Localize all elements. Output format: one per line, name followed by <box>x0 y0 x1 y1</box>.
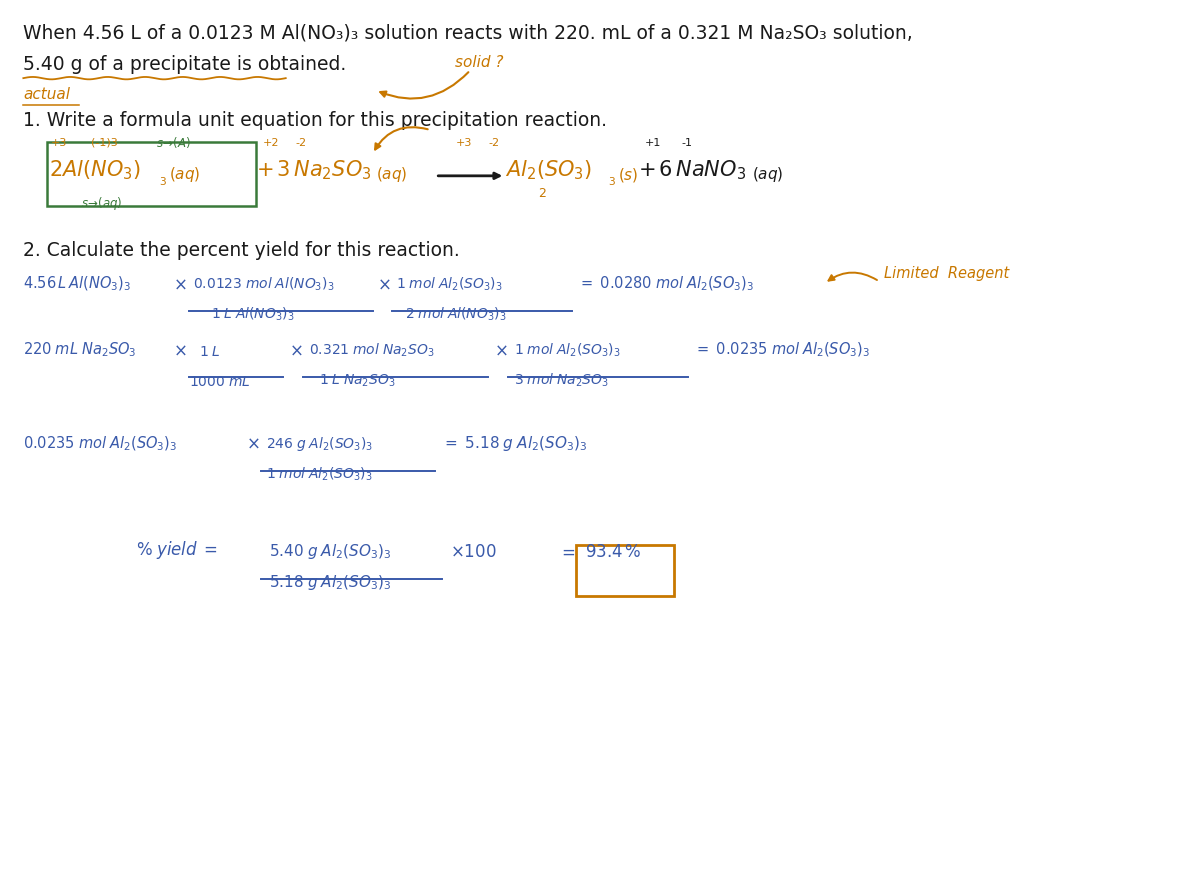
Text: $\mathit{1\;L\;Na_2SO_3}$: $\mathit{1\;L\;Na_2SO_3}$ <box>319 373 395 389</box>
Text: Limited  Reagent: Limited Reagent <box>884 267 1009 281</box>
Text: -2: -2 <box>295 138 307 148</box>
Text: 2: 2 <box>538 186 546 199</box>
Text: $\mathit{(aq)}$: $\mathit{(aq)}$ <box>376 165 407 184</box>
Text: $=\;5.18\;g\;Al_2(SO_3)_3$: $=\;5.18\;g\;Al_2(SO_3)_3$ <box>443 434 588 453</box>
Text: $\times$: $\times$ <box>494 341 508 359</box>
Text: +2: +2 <box>263 138 280 148</box>
Text: $\times 100$: $\times 100$ <box>450 543 497 561</box>
Text: $\times$: $\times$ <box>289 341 302 359</box>
Text: $+\,6\,\mathit{NaNO_3}$: $+\,6\,\mathit{NaNO_3}$ <box>638 159 746 182</box>
Text: $\mathit{5.18\;g\;Al_2(SO_3)_3}$: $\mathit{5.18\;g\;Al_2(SO_3)_3}$ <box>269 573 391 592</box>
Text: $\mathit{(aq)}$: $\mathit{(aq)}$ <box>169 165 200 184</box>
Text: (-1)3: (-1)3 <box>91 138 118 148</box>
Text: actual: actual <box>23 87 71 102</box>
Text: -1: -1 <box>682 138 692 148</box>
Text: $=$: $=$ <box>558 543 576 561</box>
Text: $\mathit{0.321\;mol\;Na_2SO_3}$: $\mathit{0.321\;mol\;Na_2SO_3}$ <box>308 341 434 359</box>
Text: $\mathit{2\;mol\;Al(NO_3)_3}$: $\mathit{2\;mol\;Al(NO_3)_3}$ <box>406 306 508 323</box>
Text: $=\;0.0280\;mol\;Al_2(SO_3)_3$: $=\;0.0280\;mol\;Al_2(SO_3)_3$ <box>578 275 755 294</box>
Text: $\mathit{220\;mL\;Na_2SO_3}$: $\mathit{220\;mL\;Na_2SO_3}$ <box>23 341 137 359</box>
Text: $\mathit{1000\;mL}$: $\mathit{1000\;mL}$ <box>188 375 251 389</box>
Text: $\mathit{1\;L}$: $\mathit{1\;L}$ <box>199 345 221 359</box>
Text: $\mathit{246\;g\;Al_2(SO_3)_3}$: $\mathit{246\;g\;Al_2(SO_3)_3}$ <box>265 435 373 453</box>
Text: +1: +1 <box>644 138 661 148</box>
Text: $_3$: $_3$ <box>160 172 167 188</box>
Text: $\mathit{\%\;yield\;=}$: $\mathit{\%\;yield\;=}$ <box>136 538 218 561</box>
Text: +3: +3 <box>52 138 67 148</box>
Text: $\mathit{1\;mol\;Al_2(SO_3)_3}$: $\mathit{1\;mol\;Al_2(SO_3)_3}$ <box>396 276 503 294</box>
Text: $\mathit{3\;mol\;Na_2SO_3}$: $\mathit{3\;mol\;Na_2SO_3}$ <box>514 372 608 389</box>
Text: -2: -2 <box>488 138 499 148</box>
Text: 1. Write a formula unit equation for this precipitation reaction.: 1. Write a formula unit equation for thi… <box>23 111 607 130</box>
Text: $\times$: $\times$ <box>246 435 259 453</box>
Text: $\mathit{5.40\;g\;Al_2(SO_3)_3}$: $\mathit{5.40\;g\;Al_2(SO_3)_3}$ <box>269 542 391 561</box>
Text: $_3$: $_3$ <box>608 172 616 188</box>
Text: $\mathit{(aq)}$: $\mathit{(aq)}$ <box>751 165 784 184</box>
Text: $\mathit{1\;mol\;Al_2(SO_3)_3}$: $\mathit{1\;mol\;Al_2(SO_3)_3}$ <box>265 465 372 483</box>
Text: $\mathit{(s)}$: $\mathit{(s)}$ <box>618 165 638 184</box>
Text: When 4.56 L of a 0.0123 M Al(NO₃)₃ solution reacts with 220. mL of a 0.321 M Na₂: When 4.56 L of a 0.0123 M Al(NO₃)₃ solut… <box>23 24 913 43</box>
Text: $\mathit{93.4\,\%}$: $\mathit{93.4\,\%}$ <box>586 543 642 561</box>
Text: $\mathit{1\;mol\;Al_2(SO_3)_3}$: $\mathit{1\;mol\;Al_2(SO_3)_3}$ <box>514 341 620 359</box>
Text: 2. Calculate the percent yield for this reaction.: 2. Calculate the percent yield for this … <box>23 240 460 260</box>
Text: 5.40 g of a precipitate is obtained.: 5.40 g of a precipitate is obtained. <box>23 55 347 74</box>
Text: $\mathit{4.56\,L\,Al(NO_3)_3}$: $\mathit{4.56\,L\,Al(NO_3)_3}$ <box>23 275 132 294</box>
Text: $\times$: $\times$ <box>173 275 187 294</box>
Text: $2\mathit{Al(NO_3)}$: $2\mathit{Al(NO_3)}$ <box>49 159 142 182</box>
Text: $+\,3\,\mathit{Na_2SO_3}$: $+\,3\,\mathit{Na_2SO_3}$ <box>256 159 371 182</box>
Text: $\times$: $\times$ <box>173 341 187 359</box>
Text: $\mathit{0.0235\;mol\;Al_2(SO_3)_3}$: $\mathit{0.0235\;mol\;Al_2(SO_3)_3}$ <box>23 435 178 453</box>
Text: $\times$: $\times$ <box>377 275 390 294</box>
Text: $\mathit{1\;L\;Al(NO_3)_3}$: $\mathit{1\;L\;Al(NO_3)_3}$ <box>211 306 294 323</box>
Text: $\mathit{0.0123\;mol\;Al(NO_3)_3}$: $\mathit{0.0123\;mol\;Al(NO_3)_3}$ <box>193 276 335 294</box>
Text: $\mathit{Al_2(SO_3)}$: $\mathit{Al_2(SO_3)}$ <box>505 159 593 182</box>
Text: $\mathit{s}\!\rightarrow\!(A)$: $\mathit{s}\!\rightarrow\!(A)$ <box>156 135 191 150</box>
Text: +3: +3 <box>455 138 472 148</box>
Text: solid ?: solid ? <box>455 55 504 71</box>
Text: $=\;0.0235\;mol\;Al_2(SO_3)_3$: $=\;0.0235\;mol\;Al_2(SO_3)_3$ <box>694 341 870 359</box>
Text: $\mathit{s}\!\rightarrow\!\mathit{(aq)}$: $\mathit{s}\!\rightarrow\!\mathit{(aq)}$ <box>82 195 122 212</box>
